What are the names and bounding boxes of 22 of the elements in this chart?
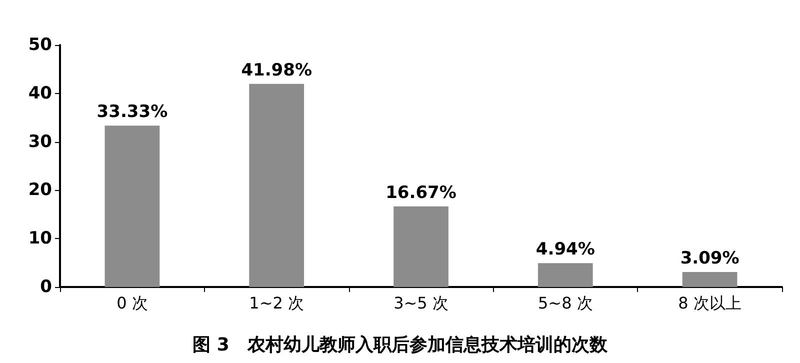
data-label: 16.67% [386,182,456,203]
data-label: 4.94% [536,240,595,260]
text: 图 3 农村幼儿教师入职后参加信息技术培训的次数 [192,334,608,356]
x-tick-label: 8 次以上 [678,294,742,312]
bar [104,126,160,287]
data-label: 41.98% [241,60,312,80]
bar [538,263,593,287]
y-tick-label: 0 [40,277,52,297]
data-label: 33.33% [96,102,168,122]
data-label: 3.09% [680,248,740,269]
y-tick-label: 20 [28,180,52,200]
bar [249,84,304,287]
x-tick-label: 0 次 [116,294,148,312]
y-tick-label: 30 [28,132,52,152]
bar [682,272,738,287]
x-tick-label: 1~2 次 [249,294,304,312]
y-tick-label: 10 [28,228,52,249]
x-tick-label: 5~8 次 [538,294,593,312]
x-tick-label: 3~5 次 [394,294,448,312]
bar [394,206,448,287]
y-tick-label: 50 [28,35,52,55]
y-tick-label: 40 [28,83,52,104]
